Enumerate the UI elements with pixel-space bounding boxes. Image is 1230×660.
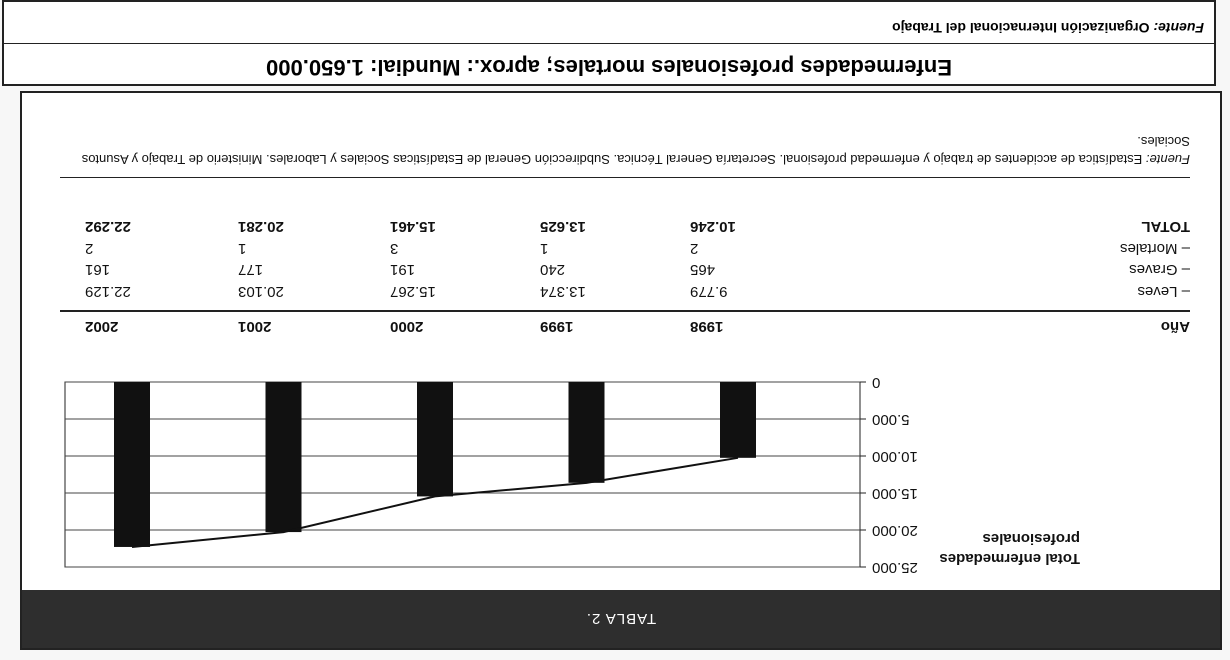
cell: 240 <box>540 261 566 279</box>
bar <box>720 382 756 458</box>
summary-box: Enfermedades profesionales mortales; apr… <box>2 0 1216 86</box>
bar <box>417 382 453 497</box>
cell: 20.103 <box>238 283 284 300</box>
cell: 1 <box>238 240 247 257</box>
cell: 191 <box>390 261 416 279</box>
summary-title: Enfermedades profesionales mortales; apr… <box>266 55 952 80</box>
row-label: – Mortales <box>1119 240 1190 257</box>
bar <box>568 382 605 483</box>
cell: 2 <box>690 240 699 257</box>
y-tick-label: 5.000 <box>872 411 910 428</box>
cell: 20.281 <box>238 218 284 236</box>
y-tick-label: 25.000 <box>872 559 918 576</box>
divider <box>4 43 1214 44</box>
cell: 465 <box>690 261 716 279</box>
summary-source: Fuente: Organización Internacional del T… <box>892 20 1204 36</box>
trend-line <box>131 456 739 548</box>
y-tick-label: 10.000 <box>872 448 918 465</box>
cell: 13.625 <box>540 218 586 236</box>
rule <box>60 310 1190 312</box>
cell: 2002 <box>85 318 119 335</box>
y-tick-label: 0 <box>872 374 880 391</box>
cell: 177 <box>238 261 264 279</box>
cell: 10.246 <box>690 218 736 236</box>
y-axis-label: Total enfermedadesprofesionales <box>939 530 1080 567</box>
source-note: Fuente: Estadística de accidentes de tra… <box>60 132 1190 168</box>
y-tick-label: 20.000 <box>872 522 918 539</box>
bar <box>114 382 150 547</box>
source-label: Fuente: <box>1145 152 1190 167</box>
cell: 2001 <box>238 318 272 335</box>
cell: 15.267 <box>390 283 436 300</box>
row-label: TOTAL <box>1141 218 1190 236</box>
cell: 9.779 <box>690 283 728 300</box>
cell: 1998 <box>690 318 724 335</box>
source-label: Fuente: <box>1153 20 1204 36</box>
cell: 161 <box>85 261 111 279</box>
row-label: – Graves <box>1129 261 1190 279</box>
bar <box>265 382 302 533</box>
cell: 3 <box>390 240 399 257</box>
cell: 1999 <box>540 318 574 335</box>
source-text: Organización Internacional del Trabajo <box>892 20 1150 36</box>
cell: 22.129 <box>85 283 131 300</box>
row-label: Año <box>1160 318 1190 335</box>
row-label: – Leves <box>1137 283 1190 300</box>
cell: 2 <box>85 240 94 257</box>
cell: 22.292 <box>85 218 131 236</box>
source-text: Estadística de accidentes de trabajo y e… <box>81 134 1190 167</box>
rule <box>60 177 1190 178</box>
cell: 1 <box>540 240 549 257</box>
table-caption: TABLA 2. <box>22 590 1220 648</box>
cell: 15.461 <box>390 218 436 236</box>
y-tick-label: 15.000 <box>872 485 918 502</box>
cell: 13.374 <box>540 283 586 300</box>
chart: Total enfermedadesprofesionales 0 5.000 10… <box>64 374 1080 576</box>
cell: 2000 <box>390 318 424 335</box>
